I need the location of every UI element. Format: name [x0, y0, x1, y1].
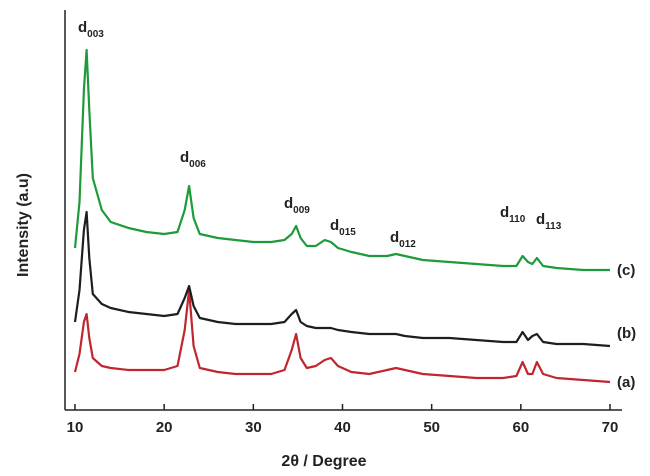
x-tick-label: 70	[602, 419, 619, 436]
peak-label: d110	[500, 204, 526, 225]
peak-label-letter: d	[500, 204, 509, 221]
x-axis-label: 2θ / Degree	[281, 453, 366, 470]
peak-label-letter: d	[284, 195, 293, 212]
peak-label: d113	[536, 211, 562, 232]
peak-label-letter: d	[330, 217, 339, 234]
peak-label-index: 009	[293, 205, 310, 216]
x-tick-label: 40	[334, 419, 351, 436]
peak-label-letter: d	[180, 149, 189, 166]
series-label: (b)	[617, 325, 636, 342]
peak-label-index: 003	[87, 29, 104, 40]
x-tick-label: 30	[245, 419, 262, 436]
peak-label-index: 110	[509, 214, 526, 225]
peak-label: d012	[390, 229, 416, 250]
peak-label-index: 012	[399, 239, 416, 250]
series-line	[73, 288, 611, 384]
peak-label: d006	[180, 149, 206, 170]
peak-label: d003	[78, 19, 104, 40]
x-tick-label: 20	[156, 419, 173, 436]
peak-label-index: 113	[545, 221, 562, 232]
series-line	[73, 48, 610, 272]
peak-label-letter: d	[78, 19, 87, 36]
peak-label-letter: d	[390, 229, 399, 246]
peak-label-letter: d	[536, 211, 545, 228]
x-tick-label: 60	[512, 419, 529, 436]
peak-label: d015	[330, 217, 356, 238]
series-label: (a)	[617, 374, 635, 391]
peak-label-index: 015	[339, 227, 356, 238]
x-tick-label: 10	[67, 419, 84, 436]
peak-label: d009	[284, 195, 310, 216]
series-line	[73, 210, 611, 348]
series-label: (c)	[617, 262, 635, 279]
y-axis-label: Intensity (a.u)	[15, 173, 32, 277]
peak-label-index: 006	[189, 159, 206, 170]
x-tick-label: 50	[423, 419, 440, 436]
